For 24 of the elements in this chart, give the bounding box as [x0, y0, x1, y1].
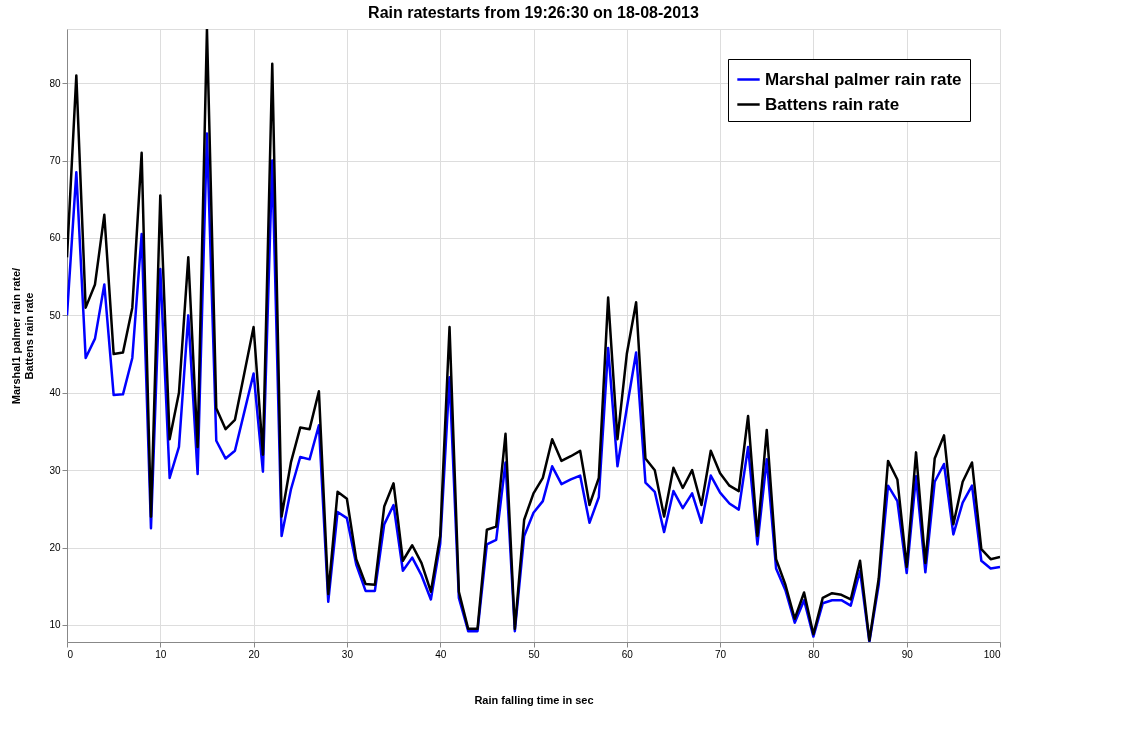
x-tick-label: 50 [528, 648, 540, 660]
y-tick-label: 80 [49, 77, 61, 89]
x-tick-label: 10 [155, 648, 167, 660]
legend-label: Battens rain rate [765, 94, 900, 114]
x-tick-label: 20 [248, 648, 261, 660]
y-tick-label: 40 [49, 387, 61, 399]
x-tick-label: 100 [983, 648, 1001, 660]
x-tick-label: 90 [901, 648, 914, 660]
y-tick-label: 10 [49, 619, 61, 631]
chart-title: Rain ratestarts from 19:26:30 on 18-08-2013 [368, 4, 700, 21]
legend-label: Marshal palmer rain rate [765, 69, 962, 89]
x-tick-label: 60 [621, 648, 634, 660]
y-tick-label: 20 [49, 542, 61, 554]
x-axis-title: Rain falling time in sec [474, 693, 594, 706]
x-tick-label: 80 [808, 648, 820, 660]
x-tick-label: 40 [435, 648, 447, 660]
x-tick-label: 30 [341, 648, 354, 660]
x-tick-label: 0 [67, 648, 74, 660]
y-tick-label: 60 [49, 232, 61, 244]
y-tick-label: 30 [49, 464, 61, 476]
y-tick-label: 70 [49, 155, 61, 167]
x-tick-label: 70 [715, 648, 727, 660]
y-tick-label: 50 [49, 309, 61, 321]
y-axis-title: Marshal1 palmer rain rate/ Battens rain rate [10, 267, 36, 405]
